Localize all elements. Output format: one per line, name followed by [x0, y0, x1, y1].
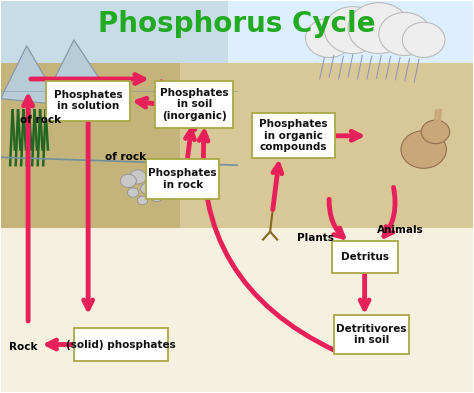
Circle shape [120, 174, 137, 187]
Text: (solid) phosphates: (solid) phosphates [66, 340, 176, 349]
Circle shape [401, 131, 447, 168]
Text: Phosphates
in rock: Phosphates in rock [148, 168, 217, 190]
Text: of rock: of rock [105, 152, 146, 162]
Bar [0, 71, 199, 157]
Text: Phosphorus Cycle: Phosphorus Cycle [98, 11, 376, 39]
Bar [0, 63, 180, 228]
Circle shape [402, 22, 445, 57]
Circle shape [129, 170, 146, 184]
Text: Animals: Animals [377, 225, 423, 235]
Text: Rock: Rock [9, 342, 37, 352]
Bar [0, 1, 228, 165]
Circle shape [379, 13, 431, 55]
FancyBboxPatch shape [331, 241, 398, 273]
Text: Phosphates
in soil
(inorganic): Phosphates in soil (inorganic) [160, 88, 229, 121]
Circle shape [324, 7, 381, 53]
Circle shape [421, 120, 450, 143]
Circle shape [128, 188, 139, 197]
Text: of rock: of rock [20, 115, 62, 125]
FancyBboxPatch shape [252, 113, 335, 158]
FancyBboxPatch shape [155, 81, 234, 128]
Text: Plants: Plants [297, 233, 333, 242]
Text: Phosphates
in solution: Phosphates in solution [54, 90, 122, 111]
Polygon shape [0, 40, 114, 110]
Circle shape [306, 18, 353, 57]
FancyBboxPatch shape [74, 328, 168, 361]
Circle shape [137, 196, 148, 205]
Bar [152, 63, 474, 228]
Text: Detritivores
in soil: Detritivores in soil [337, 323, 407, 345]
Circle shape [154, 174, 169, 187]
Circle shape [141, 183, 154, 194]
Text: Phosphates
in organic
compounds: Phosphates in organic compounds [259, 119, 328, 152]
Bar [0, 1, 474, 165]
Circle shape [164, 183, 178, 195]
Text: Detritus: Detritus [341, 252, 389, 262]
Circle shape [151, 191, 163, 202]
Circle shape [348, 3, 410, 53]
FancyBboxPatch shape [334, 315, 409, 354]
FancyBboxPatch shape [146, 159, 219, 199]
FancyBboxPatch shape [46, 81, 130, 121]
